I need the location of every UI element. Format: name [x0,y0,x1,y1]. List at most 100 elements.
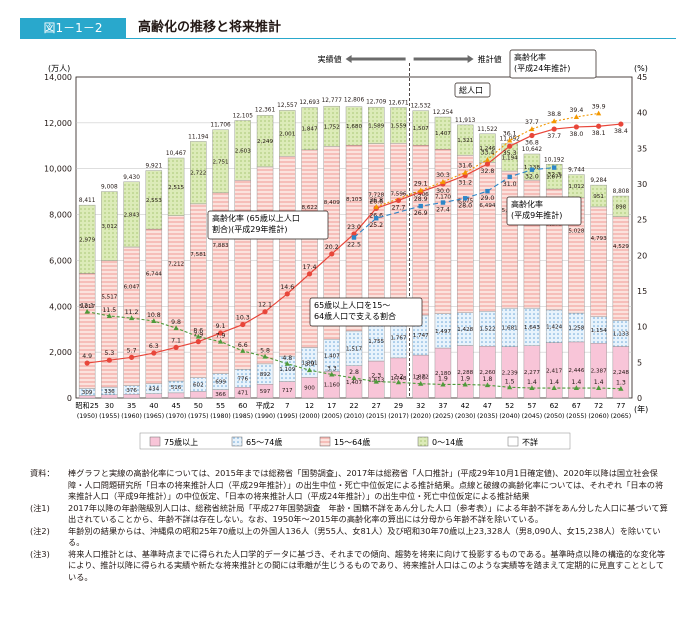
bar-label-15-64: 7,596 [390,191,406,197]
total-label: 11,706 [210,123,231,129]
bar-segment-0-14 [390,107,407,144]
aging-rate-h24-value-label: 39.9 [592,103,606,110]
bar-label-65-74: 1,424 [546,324,562,330]
support-ratio-value-label: 7.9 [216,333,226,340]
x-tick-year: (2005) [321,413,342,420]
support-ratio-point [195,333,201,339]
support-ratio-point [351,375,357,381]
bar-label-15-64: 7,212 [168,261,184,267]
bar-label-15-64: 7,581 [190,252,206,258]
support-ratio-point [418,380,424,386]
total-label: 11,522 [477,127,498,133]
bar-segment-0-14 [434,116,452,150]
support-ratio-value-label: 1.8 [483,376,493,383]
aging-rate-h24-value-label: 29.1 [414,180,428,187]
callout-support-ratio-text: 65歳以上人口を15～ [314,300,390,310]
bar-label-65-74: 309 [82,390,93,396]
bar-label-75plus: 597 [260,389,271,395]
callout-aging-h29-text: 割合)(平成29年推計) [212,224,288,234]
note-text: 2017年以降の年齢階級別人口は、総務省統計局「平成27年国勢調査 年齢・国籍不… [68,502,668,525]
callout-support-ratio-text: 64歳人口で支える割合 [314,311,396,321]
x-tick-label: 55 [216,401,225,410]
support-ratio-point [529,385,535,391]
support-ratio-point [306,367,313,373]
bar-label-75plus: 2,239 [502,370,518,376]
bar-label-65-74: 1,517 [346,346,362,352]
bar-label-15-64: 8,622 [302,205,318,211]
callout-aging-h9-text: (平成9年推計) [511,210,562,220]
aging-rate-h24-point [573,114,579,119]
x-tick-label: 12 [305,401,314,410]
aging-rate-h29-value-label: 30.0 [436,188,450,195]
aging-rate-h29-point [573,124,580,130]
aging-rate-h9-point [440,200,446,205]
y-right-axis-unit: (%) [634,64,648,73]
bar-segment-0-14 [212,129,229,194]
bar-label-15-64: 6,744 [146,271,162,277]
bar-label-0-14: 1,847 [302,127,318,133]
x-tick-label: 32 [416,401,425,410]
support-ratio-value-label: 1.4 [549,379,559,386]
bar-label-65-74: 376 [126,388,137,394]
bar-label-75plus: 717 [282,388,293,394]
bar-label-0-14: 1,077 [546,175,562,181]
total-label: 9,430 [123,175,140,181]
x-tick-label: 45 [172,401,181,410]
y-right-tick-label: 0 [637,394,642,403]
bar-label-75plus: 1,872 [413,375,429,381]
aging-rate-h29-value-label: 28.9 [414,196,428,203]
total-label: 12,693 [299,100,320,106]
bar-segment-0-14 [412,110,429,146]
aging-rate-h24-point [596,110,602,116]
total-label: 10,192 [544,157,565,163]
bar-segment-0-14 [234,120,252,181]
legend-swatch [231,436,243,447]
actual-label: 実績値 [318,54,342,64]
callout-aging-h24-text: 高齢化率 [514,52,546,62]
bar-label-0-14: 1,680 [346,124,362,130]
bar-label-0-14: 1,321 [457,138,473,144]
bar-label-0-14: 951 [593,194,604,200]
bar-label-15-64: 4,793 [591,236,607,242]
legend-label: 15～64歳 [334,437,370,447]
bar-label-0-14: 2,751 [213,159,229,165]
note-3: (注3) 将来人口推計とは、基準時点までに得られた人口学的データに基づき、それま… [30,549,670,584]
aging-rate-actual-value-label: 26.6 [369,198,383,205]
bar-segment-15-64 [256,166,274,365]
aging-rate-h9-point [374,216,379,221]
bar-label-0-14: 1,246 [479,146,495,152]
support-ratio-point [106,313,112,318]
bar-label-65-74: 1,497 [435,329,451,335]
support-ratio-value-label: 2.0 [416,375,426,382]
support-ratio-value-label: 8.6 [193,328,203,335]
support-ratio-point [618,385,624,391]
aging-rate-actual-point [151,350,157,356]
aging-rate-h29-value-label: 38.0 [570,131,584,138]
x-tick-year: (2060) [588,413,609,420]
total-label: 8,411 [79,198,96,204]
x-tick-label: 52 [505,401,514,410]
aging-rate-h9-value-label: 26.9 [414,210,428,217]
aging-rate-h29-point [395,197,402,204]
aging-rate-h9-value-label: 28.0 [458,202,472,209]
x-tick-year: (2020) [410,413,431,420]
total-label: 12,709 [366,100,387,106]
y-tick-label: 4,000 [49,302,72,311]
total-label: 12,254 [433,110,454,116]
bar-segment-15-64 [101,260,118,388]
x-tick-year: (2017) [388,413,409,420]
bar-label-0-14: 898 [616,204,627,210]
callout-aging-h24-text: (平成24年推計) [514,63,570,73]
total-label: 8,808 [613,189,630,195]
x-tick-year: (1960) [121,413,142,420]
aging-rate-h24-value-label: 26.8 [369,197,383,204]
bar-segment-15-64 [390,143,407,318]
support-ratio-value-label: 5.8 [260,348,270,355]
x-tick-year: (1985) [233,413,254,420]
figure-number: 図1－1－2 [20,18,126,38]
aging-rate-h29-point [551,126,557,132]
x-tick-label: 37 [438,401,447,410]
bar-label-0-14: 1,589 [368,123,384,129]
y-tick-label: 8,000 [49,211,72,220]
bar-label-15-64: 4,529 [613,244,629,250]
